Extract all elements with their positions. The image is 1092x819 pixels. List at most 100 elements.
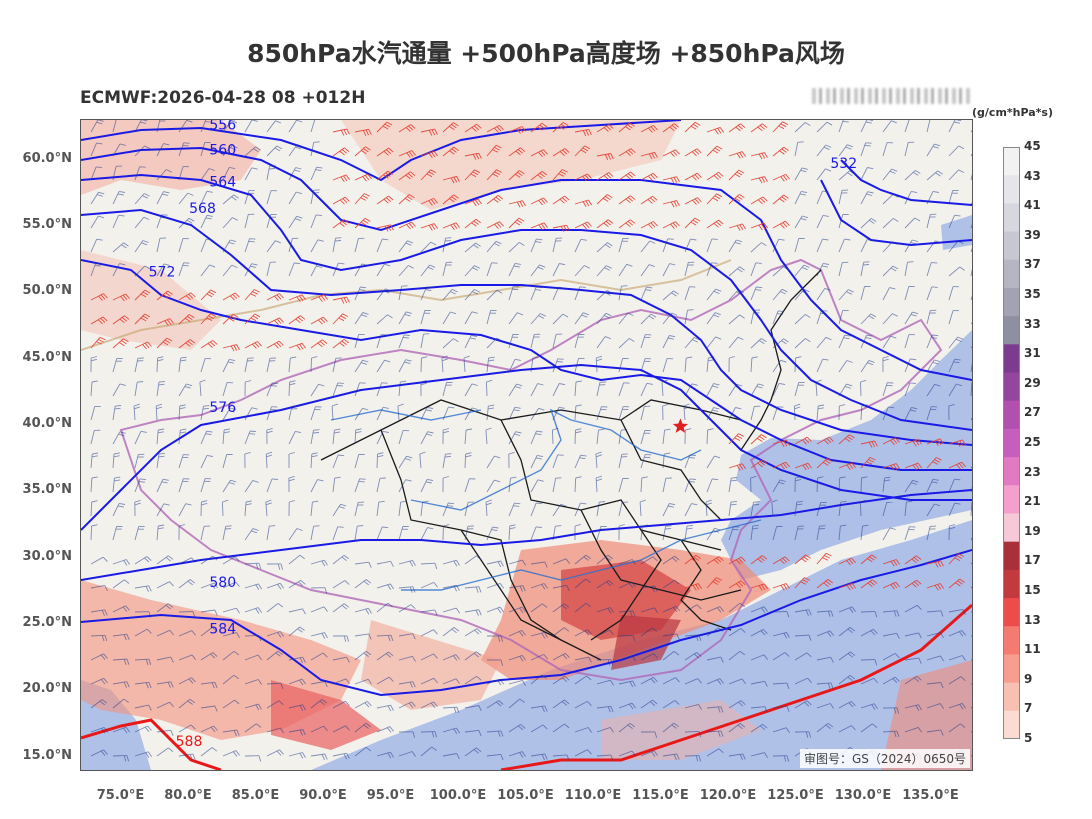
wind-barb <box>706 193 723 205</box>
wind-barb <box>640 524 649 541</box>
lon-tick-label: 95.0°E <box>366 788 415 803</box>
wind-barb <box>354 237 365 253</box>
wind-barb <box>904 382 916 397</box>
wind-barb <box>376 121 393 133</box>
wind-barb <box>156 629 174 637</box>
wind-barb <box>882 632 900 639</box>
wind-barb <box>244 562 262 570</box>
wind-barb <box>156 380 166 397</box>
wind-barb <box>574 656 592 663</box>
wind-barb <box>442 627 460 637</box>
wind-barb <box>684 309 694 325</box>
wind-barb <box>310 632 328 639</box>
wind-barb <box>178 356 187 373</box>
wind-barb <box>178 454 190 469</box>
wind-barb <box>464 555 482 565</box>
wind-barb <box>156 318 174 326</box>
lat-tick-label: 35.0°N <box>22 482 72 498</box>
wind-barb <box>794 609 812 616</box>
wind-barb <box>684 197 702 205</box>
wind-barb <box>750 501 760 517</box>
wind-barb <box>354 561 372 568</box>
wind-barb <box>794 462 812 471</box>
colorbar-segment <box>1003 400 1020 430</box>
wind-barb <box>200 340 218 349</box>
wind-barb <box>684 217 701 229</box>
wind-barb <box>112 263 126 277</box>
wind-barb <box>90 524 98 541</box>
wind-barb <box>420 197 438 206</box>
wind-barb <box>90 677 108 685</box>
wind-barb <box>376 170 393 181</box>
wind-barb <box>266 120 282 133</box>
wind-barb <box>464 501 475 517</box>
wind-barb <box>728 477 738 493</box>
wind-barb <box>200 120 213 133</box>
wind-barb <box>376 406 389 421</box>
wind-barb <box>552 406 565 421</box>
wind-barb <box>706 577 722 589</box>
wind-barb <box>772 382 786 397</box>
wind-barb <box>134 453 145 469</box>
wind-barb <box>552 584 570 592</box>
wind-barb <box>574 238 587 253</box>
colorbar-segment <box>1003 147 1020 176</box>
wind-barb <box>112 658 130 665</box>
wind-barb <box>398 655 416 662</box>
wind-barb <box>222 479 237 493</box>
wind-barb <box>530 502 543 517</box>
wind-barb <box>112 559 130 566</box>
wind-barb <box>772 220 790 229</box>
wind-barb <box>882 218 899 229</box>
wind-barb <box>420 746 437 757</box>
wind-barb <box>376 263 391 277</box>
wind-barb <box>420 406 434 421</box>
wind-barb <box>200 313 217 325</box>
wind-barb <box>926 525 937 541</box>
wind-barb <box>684 356 693 373</box>
wind-barb <box>244 213 255 229</box>
wind-barb <box>860 404 868 421</box>
wind-barb <box>574 312 590 325</box>
wind-barb <box>948 630 966 637</box>
wind-barb <box>772 359 787 373</box>
wind-barb <box>794 525 805 541</box>
wind-barb <box>420 653 438 661</box>
wind-barb <box>904 190 918 205</box>
wind-barb <box>266 357 276 373</box>
wind-barb <box>442 559 460 567</box>
wind-barb <box>508 383 523 397</box>
wind-barb <box>156 143 170 157</box>
wind-barb <box>838 404 846 421</box>
wind-barb <box>178 314 195 325</box>
wind-barb <box>156 356 164 373</box>
wind-barb <box>420 527 434 541</box>
wind-barb <box>750 555 768 565</box>
wind-barb <box>332 700 350 709</box>
wind-barb <box>552 503 567 517</box>
wind-barb <box>860 723 878 733</box>
colorbar-segment <box>1003 598 1020 627</box>
wind-barb <box>90 336 106 349</box>
wind-barb <box>816 436 834 445</box>
wind-barb <box>398 751 416 757</box>
wind-barb <box>244 634 262 642</box>
wind-barb <box>904 675 922 685</box>
wind-barb <box>662 555 680 565</box>
wind-barb <box>750 475 757 493</box>
wind-barb <box>112 502 126 517</box>
lat-tick-label: 15.0°N <box>22 747 72 763</box>
rivers <box>330 408 762 591</box>
wind-barb <box>772 461 790 470</box>
wind-barb <box>860 218 877 229</box>
wind-barb <box>772 479 786 493</box>
wind-barb <box>816 121 833 133</box>
wind-barb <box>244 289 260 301</box>
wind-barb <box>90 316 108 325</box>
wind-barb <box>772 525 783 541</box>
wind-barb <box>772 406 784 421</box>
wind-barb <box>926 583 944 591</box>
wind-barb <box>860 628 878 637</box>
wind-barb <box>266 525 276 541</box>
wind-barb <box>618 524 626 541</box>
